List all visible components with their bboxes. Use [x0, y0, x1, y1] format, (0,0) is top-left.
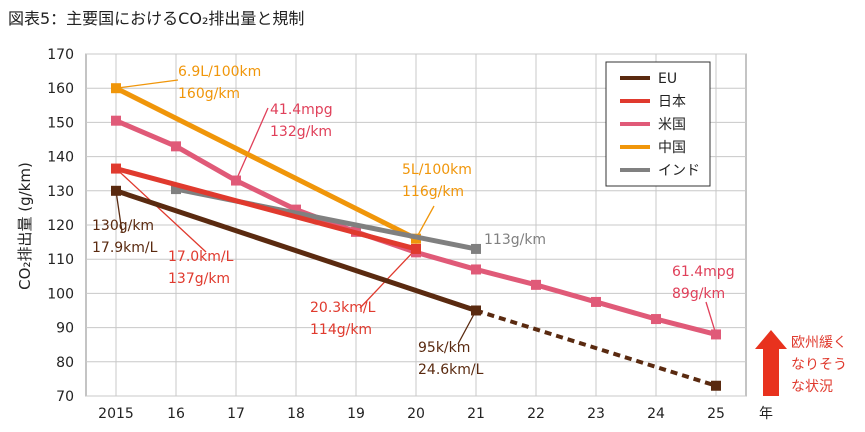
data-point: [111, 83, 121, 94]
x-tick-label: 17: [227, 406, 245, 422]
annotation-label: 113g/km: [484, 232, 546, 248]
up-arrow-icon: [755, 330, 787, 396]
side-note-text: な状況: [791, 379, 833, 395]
data-point: [231, 175, 241, 186]
data-point: [111, 115, 121, 126]
series-line-2: [234, 178, 298, 212]
series-line-2: [174, 144, 238, 183]
side-note-text: なりそう: [791, 357, 847, 373]
annotation-leader: [235, 107, 269, 181]
series-line-2: [595, 299, 657, 322]
annotation-leader: [359, 248, 417, 309]
series-line-2: [535, 282, 597, 305]
data-point: [591, 296, 601, 307]
y-tick-label: 140: [47, 150, 74, 166]
annotation-label: 61.4mpg: [672, 264, 735, 280]
x-axis-label: 年: [759, 406, 773, 422]
annotation-label: 17.9km/L: [92, 240, 158, 256]
data-point: [651, 314, 661, 325]
annotation-leader: [415, 205, 435, 239]
y-tick-label: 100: [47, 286, 74, 302]
x-tick-label: 21: [467, 406, 485, 422]
data-point: [111, 185, 121, 196]
data-point: [531, 279, 541, 290]
series-line-1: [115, 166, 417, 252]
x-tick-label: 25: [707, 406, 725, 422]
data-point: [411, 243, 421, 254]
y-tick-label: 120: [47, 218, 74, 234]
x-tick-label: 19: [347, 406, 365, 422]
legend-label: 日本: [658, 94, 686, 110]
annotation-leader: [115, 168, 207, 253]
legend-label: インド: [658, 163, 700, 179]
data-point: [471, 264, 481, 275]
series-line-2: [115, 118, 177, 149]
series-line-0: [115, 188, 477, 313]
annotation-label: 20.3km/L: [310, 300, 376, 316]
series-line-0: [475, 308, 717, 388]
series-line-3: [114, 85, 418, 241]
annotation-label: 137g/km: [168, 271, 230, 287]
annotation-label: 114g/km: [310, 322, 372, 338]
y-tick-label: 130: [47, 184, 74, 200]
x-tick-label: 18: [287, 406, 305, 422]
annotation-label: 6.9L/100km: [178, 64, 261, 80]
y-tick-label: 170: [47, 47, 74, 63]
y-tick-label: 80: [56, 355, 74, 371]
annotation-label: 130g/km: [92, 218, 154, 234]
legend-label: 米国: [658, 117, 686, 133]
annotation-leader: [457, 310, 477, 345]
data-point: [711, 329, 721, 340]
annotation-label: 132g/km: [270, 124, 332, 140]
x-tick-label: 20: [407, 406, 425, 422]
data-point: [291, 204, 301, 215]
annotation-label: 17.0km/L: [168, 249, 234, 265]
y-tick-label: 90: [56, 321, 74, 337]
x-tick-label: 2015: [98, 406, 134, 422]
data-point: [111, 163, 121, 174]
data-point: [171, 141, 181, 152]
x-tick-label: 16: [167, 406, 185, 422]
y-tick-label: 150: [47, 115, 74, 131]
series-line-2: [415, 249, 477, 272]
series-line-2: [475, 267, 537, 288]
y-axis-label: CO₂排出量 (g/km): [16, 162, 34, 290]
data-point: [711, 380, 721, 391]
annotation-label: 89g/km: [672, 286, 725, 302]
data-point: [471, 243, 481, 254]
annotation-leader: [705, 301, 717, 335]
annotation-label: 116g/km: [402, 184, 464, 200]
y-tick-label: 160: [47, 81, 74, 97]
x-tick-label: 23: [587, 406, 605, 422]
annotation-label: 5L/100km: [402, 162, 472, 178]
chart-title: 図表5：主要国におけるCO₂排出量と規制: [8, 9, 304, 28]
y-tick-label: 110: [47, 252, 74, 268]
legend-label: EU: [658, 71, 677, 87]
x-tick-label: 24: [647, 406, 665, 422]
data-point: [171, 184, 181, 195]
annotation-label: 24.6km/L: [418, 362, 484, 378]
data-point: [471, 305, 481, 316]
y-tick-label: 70: [56, 389, 74, 405]
annotation-label: 95k/km: [418, 340, 470, 356]
annotation-leader: [115, 190, 123, 233]
series-line-2: [655, 316, 717, 337]
legend-label: 中国: [658, 140, 686, 156]
side-note-text: 欧州緩く: [791, 335, 847, 351]
annotation-label: 160g/km: [178, 86, 240, 102]
x-tick-label: 22: [527, 406, 545, 422]
annotation-leader: [115, 79, 179, 89]
annotation-label: 41.4mpg: [270, 102, 333, 118]
